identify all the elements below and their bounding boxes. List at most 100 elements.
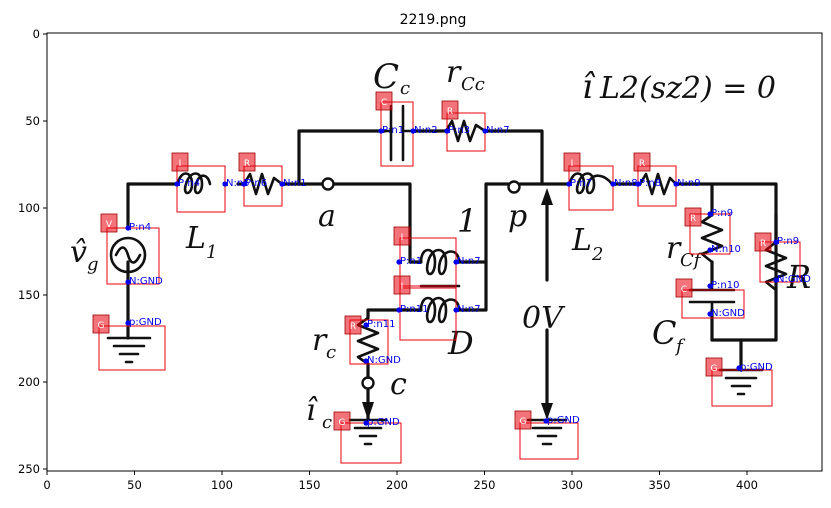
pin-label: N:n2 xyxy=(414,125,438,136)
pin-dot xyxy=(222,181,228,187)
label-l2-sub: 2 xyxy=(591,244,603,265)
label-c: c xyxy=(390,367,407,402)
pin-dot xyxy=(707,247,713,253)
y-tick-label: 150 xyxy=(18,288,40,302)
detection-c: C P:n10 N:GND xyxy=(675,278,745,319)
detection-r: R P:n8 N:n9 xyxy=(633,152,701,207)
detection-i: I P:n1 N:n7 xyxy=(393,226,481,289)
pin-label: P:n4 xyxy=(129,222,151,233)
detection-tag xyxy=(393,226,411,246)
pin-label: N:n7 xyxy=(457,256,481,267)
y-tick-label: 50 xyxy=(25,114,40,128)
pin-dot xyxy=(736,365,742,371)
detection-tag xyxy=(684,207,702,227)
pin-dot xyxy=(410,128,416,134)
detection-r: R P:n3 N:n7 xyxy=(441,100,510,152)
label-d: D xyxy=(447,324,474,362)
detection-type-label: R xyxy=(760,239,766,249)
detection-overlay: C P:n1 N:n2 R P:n3 N:n7 I P:n4 N:n5 R P:n6 N:n1 I P:n… xyxy=(92,91,811,464)
x-tick-label: 100 xyxy=(211,478,233,492)
detection-tag xyxy=(92,314,110,334)
label-ic: î xyxy=(306,393,318,428)
pin-dot xyxy=(673,181,679,187)
pin-label: N:GND xyxy=(129,276,163,287)
detection-type-label: R xyxy=(447,107,453,117)
pin-label: P:n3 xyxy=(448,125,470,136)
detection-type-label: I xyxy=(401,282,404,292)
detection-r: R P:n6 N:n1 xyxy=(238,152,307,207)
detection-tag xyxy=(344,315,362,335)
detection-tag xyxy=(754,232,772,252)
pin-dot xyxy=(378,128,384,134)
pin-dot xyxy=(363,358,369,364)
detection-type-label: R xyxy=(639,159,645,169)
pin-dot xyxy=(125,225,131,231)
y-tick-label: 200 xyxy=(18,375,40,389)
handwritten-labels: C c r Cc î L2(sz2) = 0 v̂ g L 1 a 1 p L … xyxy=(70,55,811,433)
pin-label: p:GND xyxy=(367,417,400,428)
detection-type-label: G xyxy=(711,364,718,374)
label-l2: L xyxy=(571,223,592,258)
pin-label: N:n10 xyxy=(711,244,741,255)
x-tick-label: 50 xyxy=(127,478,142,492)
x-tick-label: 350 xyxy=(649,478,671,492)
pin-label: N:n1 xyxy=(283,178,307,189)
pin-label: N:n8 xyxy=(614,178,638,189)
detection-box xyxy=(681,289,745,319)
detection-box xyxy=(349,319,389,365)
pin-dot xyxy=(773,277,779,283)
detection-tag xyxy=(393,275,411,295)
label-rcc: r xyxy=(446,55,462,90)
label-rc-sub: c xyxy=(326,342,336,363)
pin-dot xyxy=(707,211,713,217)
pin-label: p:GND xyxy=(547,415,580,426)
detection-box xyxy=(176,165,226,213)
detection-box xyxy=(106,227,160,285)
pin-dot xyxy=(241,181,247,187)
pin-label: P:n7 xyxy=(570,178,592,189)
detection-box xyxy=(519,422,579,460)
detection-type-label: I xyxy=(179,159,182,169)
x-tick-label: 200 xyxy=(386,478,408,492)
detection-r: R P:n9 N:GND xyxy=(754,232,811,285)
pin-label: N:GND xyxy=(367,355,401,366)
detection-type-label: I xyxy=(571,159,574,169)
pin-label: N:n7 xyxy=(457,304,481,315)
detection-tag xyxy=(633,152,651,172)
pin-dot xyxy=(363,322,369,328)
label-rc: r xyxy=(312,323,328,358)
detection-type-label: I xyxy=(401,233,404,243)
label-rcf: r xyxy=(666,231,682,266)
pin-dot xyxy=(125,320,131,326)
pin-dot xyxy=(453,307,459,313)
detection-tag xyxy=(514,410,532,430)
detection-type-label: G xyxy=(520,417,527,427)
pin-label: P:n6 xyxy=(245,178,267,189)
pin-label: P:n8 xyxy=(639,178,661,189)
detection-c: C P:n1 N:n2 xyxy=(375,91,438,167)
label-l1-sub: 1 xyxy=(206,242,217,263)
detection-v: V P:n4 N:GND xyxy=(100,213,163,287)
label-cc-sub: c xyxy=(400,78,410,99)
label-il2-rest: L2(sz2) = 0 xyxy=(599,71,776,106)
pin-dot xyxy=(363,420,369,426)
detection-box xyxy=(711,369,773,407)
label-l1: L xyxy=(185,221,206,256)
pin-dot xyxy=(635,181,641,187)
detection-i: I P:n11 N:n7 xyxy=(393,275,481,341)
pin-dot xyxy=(279,181,285,187)
axis-ticks: 0 50 100 150 200 250 300 350 400 0 50 100 150 200 250 xyxy=(18,27,758,492)
label-rcc-sub: Cc xyxy=(461,74,485,95)
pin-label: P:n11 xyxy=(400,304,428,315)
pin-label: P:n1 xyxy=(382,125,404,136)
pin-dot xyxy=(707,311,713,317)
label-r: R xyxy=(786,258,811,296)
label-vg: v̂ xyxy=(70,235,87,270)
detection-box xyxy=(568,165,614,211)
label-p: p xyxy=(508,199,527,234)
y-tick-label: 100 xyxy=(18,201,40,215)
detection-tag xyxy=(563,152,581,172)
